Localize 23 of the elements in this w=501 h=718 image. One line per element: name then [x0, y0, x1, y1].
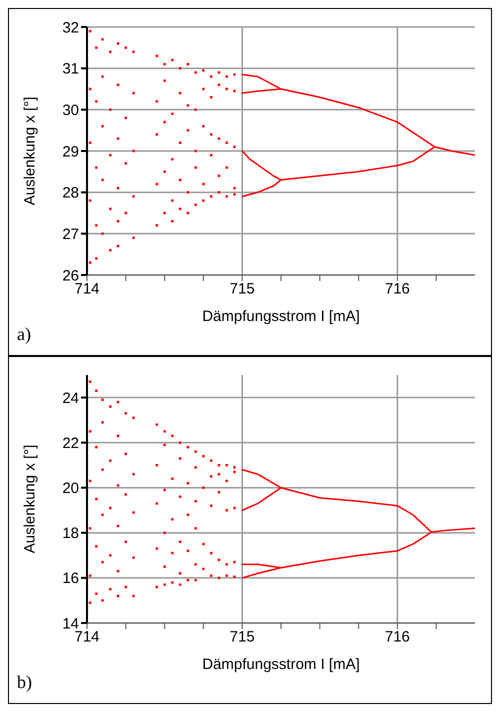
y-tick-label: 22 — [62, 434, 79, 452]
y-axis-title: Auslenkung x [°] — [21, 96, 38, 206]
y-tick-label: 28 — [62, 184, 79, 202]
y-tick-label: 32 — [62, 19, 79, 36]
y-tick-label: 29 — [62, 143, 79, 160]
x-tick-label: 716 — [384, 628, 410, 646]
x-tick-label: 715 — [230, 628, 255, 646]
y-tick-label: 31 — [62, 60, 79, 78]
y-tick-label: 27 — [62, 226, 79, 243]
text: b) — [17, 672, 32, 693]
x-axis-title: Dämpfungsstrom I [mA] — [202, 308, 360, 325]
x-tick-label: 715 — [230, 280, 255, 298]
text: a) — [17, 324, 31, 345]
y-tick-label: 16 — [62, 570, 79, 588]
x-axis-title: Dämpfungsstrom I [mA] — [202, 656, 360, 673]
x-tick-label: 716 — [384, 280, 410, 298]
y-tick-label: 30 — [62, 102, 79, 119]
line-series — [241, 468, 475, 579]
y-tick-label: 20 — [62, 480, 79, 498]
y-tick-label: 24 — [62, 390, 79, 407]
y-axis-title: Auslenkung x [°] — [21, 444, 38, 554]
y-tick-label: 18 — [62, 525, 79, 542]
line-series — [241, 74, 475, 198]
